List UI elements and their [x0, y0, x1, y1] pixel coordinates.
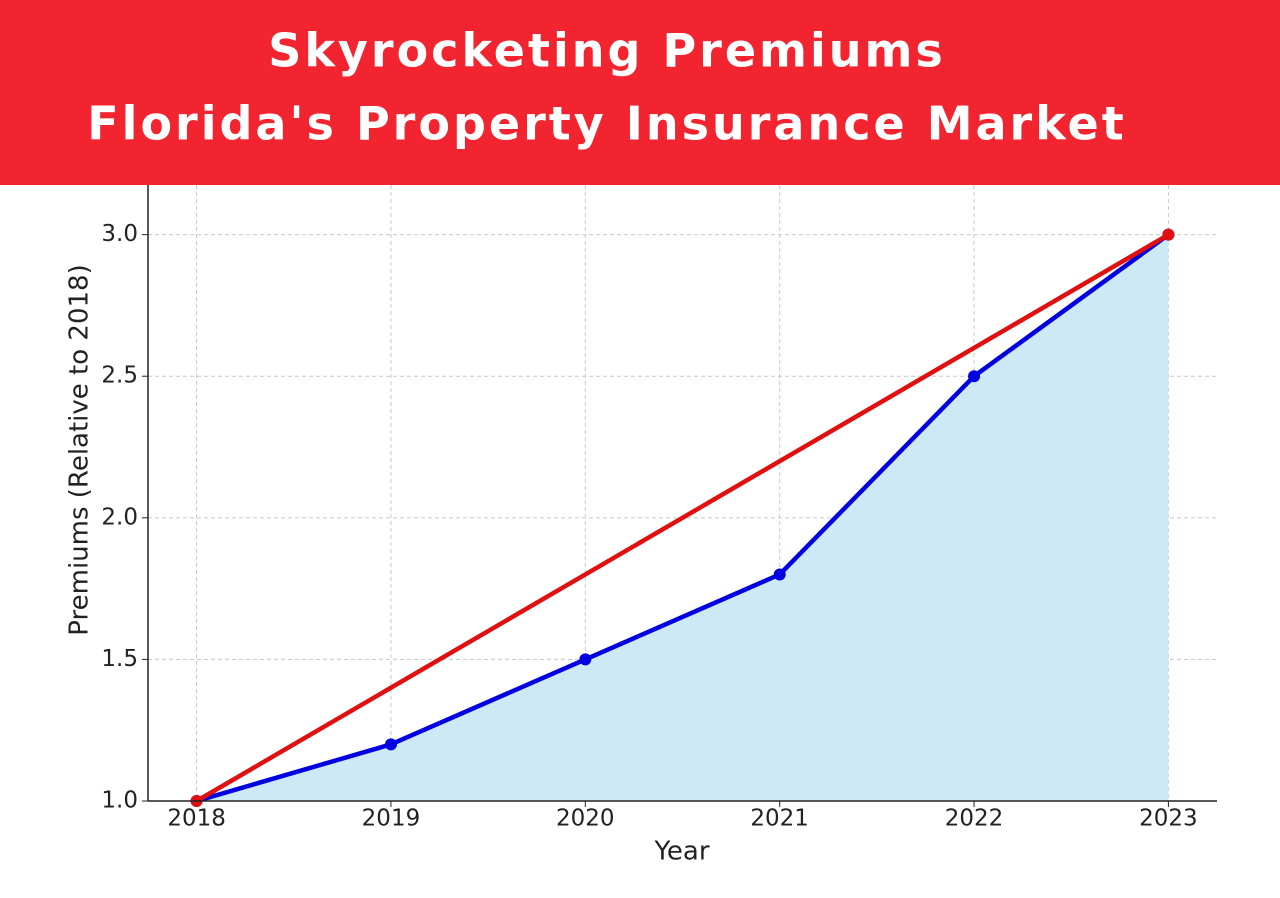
x-tick-label: 2019 [362, 806, 421, 832]
chart-title: Skyrocketing Premiums [268, 24, 946, 78]
marker [384, 738, 397, 751]
y-tick-label: 2.0 [101, 504, 138, 530]
x-tick-label: 2020 [556, 806, 615, 832]
area [196, 234, 1169, 802]
line [195, 232, 1170, 803]
x-axis-label: Year [653, 837, 709, 867]
x-tick-label: 2018 [167, 806, 226, 832]
marker [579, 653, 592, 666]
y-tick-label: 2.5 [101, 363, 138, 389]
marker [773, 568, 786, 581]
plot-area: 1.0 1.5 2.0 2.5 3.0 2018 2019 2020 2021 2022 2023 [101, 178, 1217, 832]
x-tick-label: 2022 [945, 806, 1004, 832]
x-tick-label: 2023 [1139, 806, 1198, 832]
chart-subtitle: Florida's Property Insurance Market [87, 97, 1127, 151]
marker [968, 370, 981, 383]
y-axis-label: Premiums (Relative to 2018) [65, 264, 95, 635]
y-tick-label: 1.0 [101, 788, 138, 814]
title-banner [0, 0, 1280, 185]
marker [1162, 228, 1175, 241]
line [195, 232, 1170, 804]
y-tick-label: 1.5 [101, 646, 138, 672]
x-tick-label: 2021 [750, 806, 809, 832]
y-tick-label: 3.0 [101, 221, 138, 247]
